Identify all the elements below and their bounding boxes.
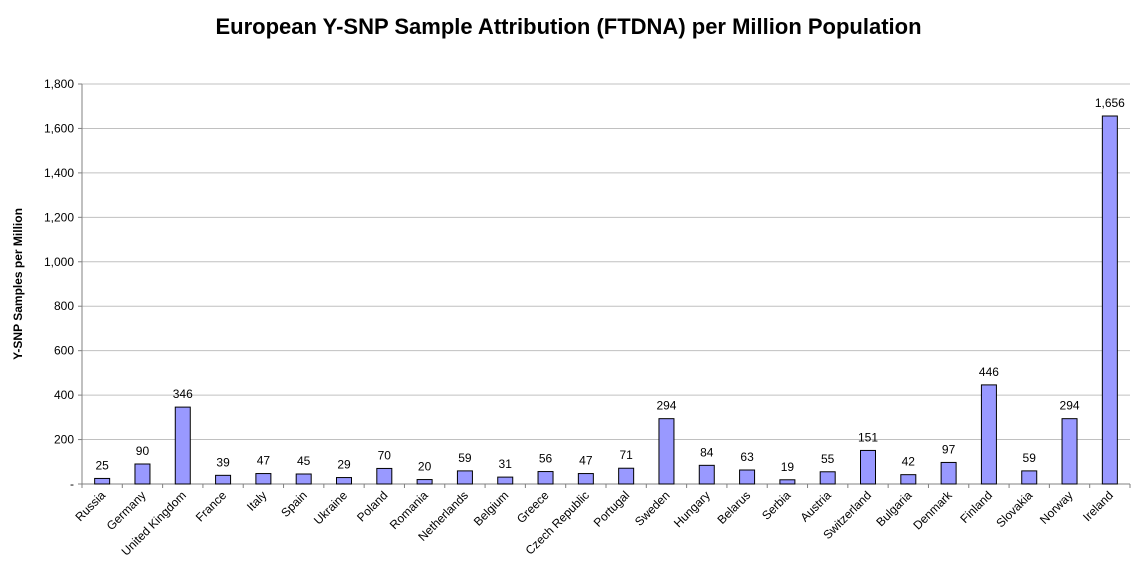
data-label: 346 bbox=[173, 387, 193, 401]
data-label: 90 bbox=[136, 444, 150, 458]
x-tick-label: Ukraine bbox=[311, 488, 350, 527]
data-label: 39 bbox=[216, 455, 230, 469]
data-label: 56 bbox=[539, 452, 553, 466]
bar-finland bbox=[980, 384, 997, 485]
x-tick-label: Bulgaria bbox=[873, 488, 914, 529]
bar-portugal bbox=[618, 467, 635, 485]
bar-ireland bbox=[1101, 115, 1118, 485]
data-label: 84 bbox=[700, 445, 714, 459]
x-tick-label: Serbia bbox=[759, 488, 794, 523]
y-tick-label: 800 bbox=[54, 299, 74, 313]
bars bbox=[94, 115, 1118, 485]
bar-slovakia bbox=[1021, 470, 1038, 485]
bar-france bbox=[215, 474, 232, 485]
x-tick-label: Portugal bbox=[591, 488, 633, 530]
data-label: 19 bbox=[781, 460, 795, 474]
bar-spain bbox=[295, 473, 312, 485]
y-tick-label: 1,600 bbox=[44, 121, 74, 135]
x-tick-label: Ireland bbox=[1080, 488, 1116, 524]
data-label: 70 bbox=[378, 448, 392, 462]
data-label: 42 bbox=[902, 455, 916, 469]
y-tick-label: 1,800 bbox=[44, 77, 74, 91]
bar-greece bbox=[537, 471, 554, 485]
y-tick-label: - bbox=[70, 477, 74, 491]
bar-russia bbox=[94, 477, 111, 485]
x-tick-label: Russia bbox=[72, 488, 108, 524]
x-tick-label: Finland bbox=[957, 488, 995, 526]
data-label: 71 bbox=[619, 448, 633, 462]
bar-belarus bbox=[739, 469, 756, 485]
data-label: 31 bbox=[499, 457, 513, 471]
data-label: 151 bbox=[858, 430, 878, 444]
data-label: 20 bbox=[418, 460, 432, 474]
x-tick-label: Norway bbox=[1037, 488, 1076, 527]
bar-hungary bbox=[698, 464, 715, 485]
data-label: 47 bbox=[579, 454, 593, 468]
data-label: 446 bbox=[979, 365, 999, 379]
gridlines bbox=[82, 83, 1130, 441]
x-tick-label: Belarus bbox=[715, 488, 754, 527]
x-tick-label: Italy bbox=[244, 488, 269, 513]
x-tick-label: Slovakia bbox=[993, 488, 1035, 530]
y-tick-label: 400 bbox=[54, 388, 74, 402]
bar-sweden bbox=[658, 418, 675, 485]
x-tick-label: Sweden bbox=[632, 488, 673, 529]
bar-romania bbox=[416, 479, 433, 485]
data-label: 1,656 bbox=[1095, 96, 1125, 110]
data-label: 63 bbox=[740, 450, 754, 464]
y-tick-label: 600 bbox=[54, 344, 74, 358]
x-tick-label: Hungary bbox=[671, 488, 713, 530]
y-axis-title: Y-SNP Samples per Million bbox=[11, 208, 25, 360]
axes: - 200 400 600 800 1,000 1,200 1,400 1,600 1,800 bbox=[44, 77, 1131, 491]
bar-czech-republic bbox=[577, 473, 594, 485]
x-tick-label: Poland bbox=[354, 488, 390, 524]
y-tick-label: 1,400 bbox=[44, 166, 74, 180]
bar-denmark bbox=[940, 461, 957, 485]
bar-serbia bbox=[779, 479, 796, 485]
bar-netherlands bbox=[456, 470, 473, 485]
bar-norway bbox=[1061, 418, 1078, 485]
bar-united-kingdom bbox=[174, 406, 191, 485]
y-tick-label: 1,000 bbox=[44, 255, 74, 269]
data-label: 59 bbox=[458, 451, 472, 465]
y-tick-label: 1,200 bbox=[44, 210, 74, 224]
bar-italy bbox=[255, 473, 272, 485]
data-label: 45 bbox=[297, 454, 311, 468]
labels: Y-SNP Samples per Million25Russia90Germa… bbox=[11, 96, 1125, 559]
bar-austria bbox=[819, 471, 836, 485]
bar-poland bbox=[376, 467, 393, 485]
y-tick-label: 200 bbox=[54, 433, 74, 447]
bar-belgium bbox=[497, 476, 514, 485]
chart-title: European Y-SNP Sample Attribution (FTDNA… bbox=[215, 14, 922, 39]
data-label: 29 bbox=[337, 458, 351, 472]
data-label: 97 bbox=[942, 442, 956, 456]
bar-germany bbox=[134, 463, 151, 485]
data-label: 25 bbox=[95, 458, 109, 472]
data-label: 47 bbox=[257, 454, 271, 468]
data-label: 294 bbox=[1060, 399, 1080, 413]
bar-bulgaria bbox=[900, 474, 917, 485]
x-tick-label: France bbox=[193, 488, 230, 525]
x-tick-label: Greece bbox=[514, 488, 552, 526]
data-label: 59 bbox=[1023, 451, 1037, 465]
data-label: 294 bbox=[656, 399, 676, 413]
bar-switzerland bbox=[860, 449, 876, 485]
x-tick-label: Belgium bbox=[471, 488, 512, 529]
x-tick-label: Spain bbox=[278, 488, 310, 520]
bar-ukraine bbox=[336, 477, 352, 485]
x-tick-label: Denmark bbox=[910, 488, 955, 533]
data-label: 55 bbox=[821, 452, 835, 466]
x-tick-label: Austria bbox=[797, 488, 834, 525]
